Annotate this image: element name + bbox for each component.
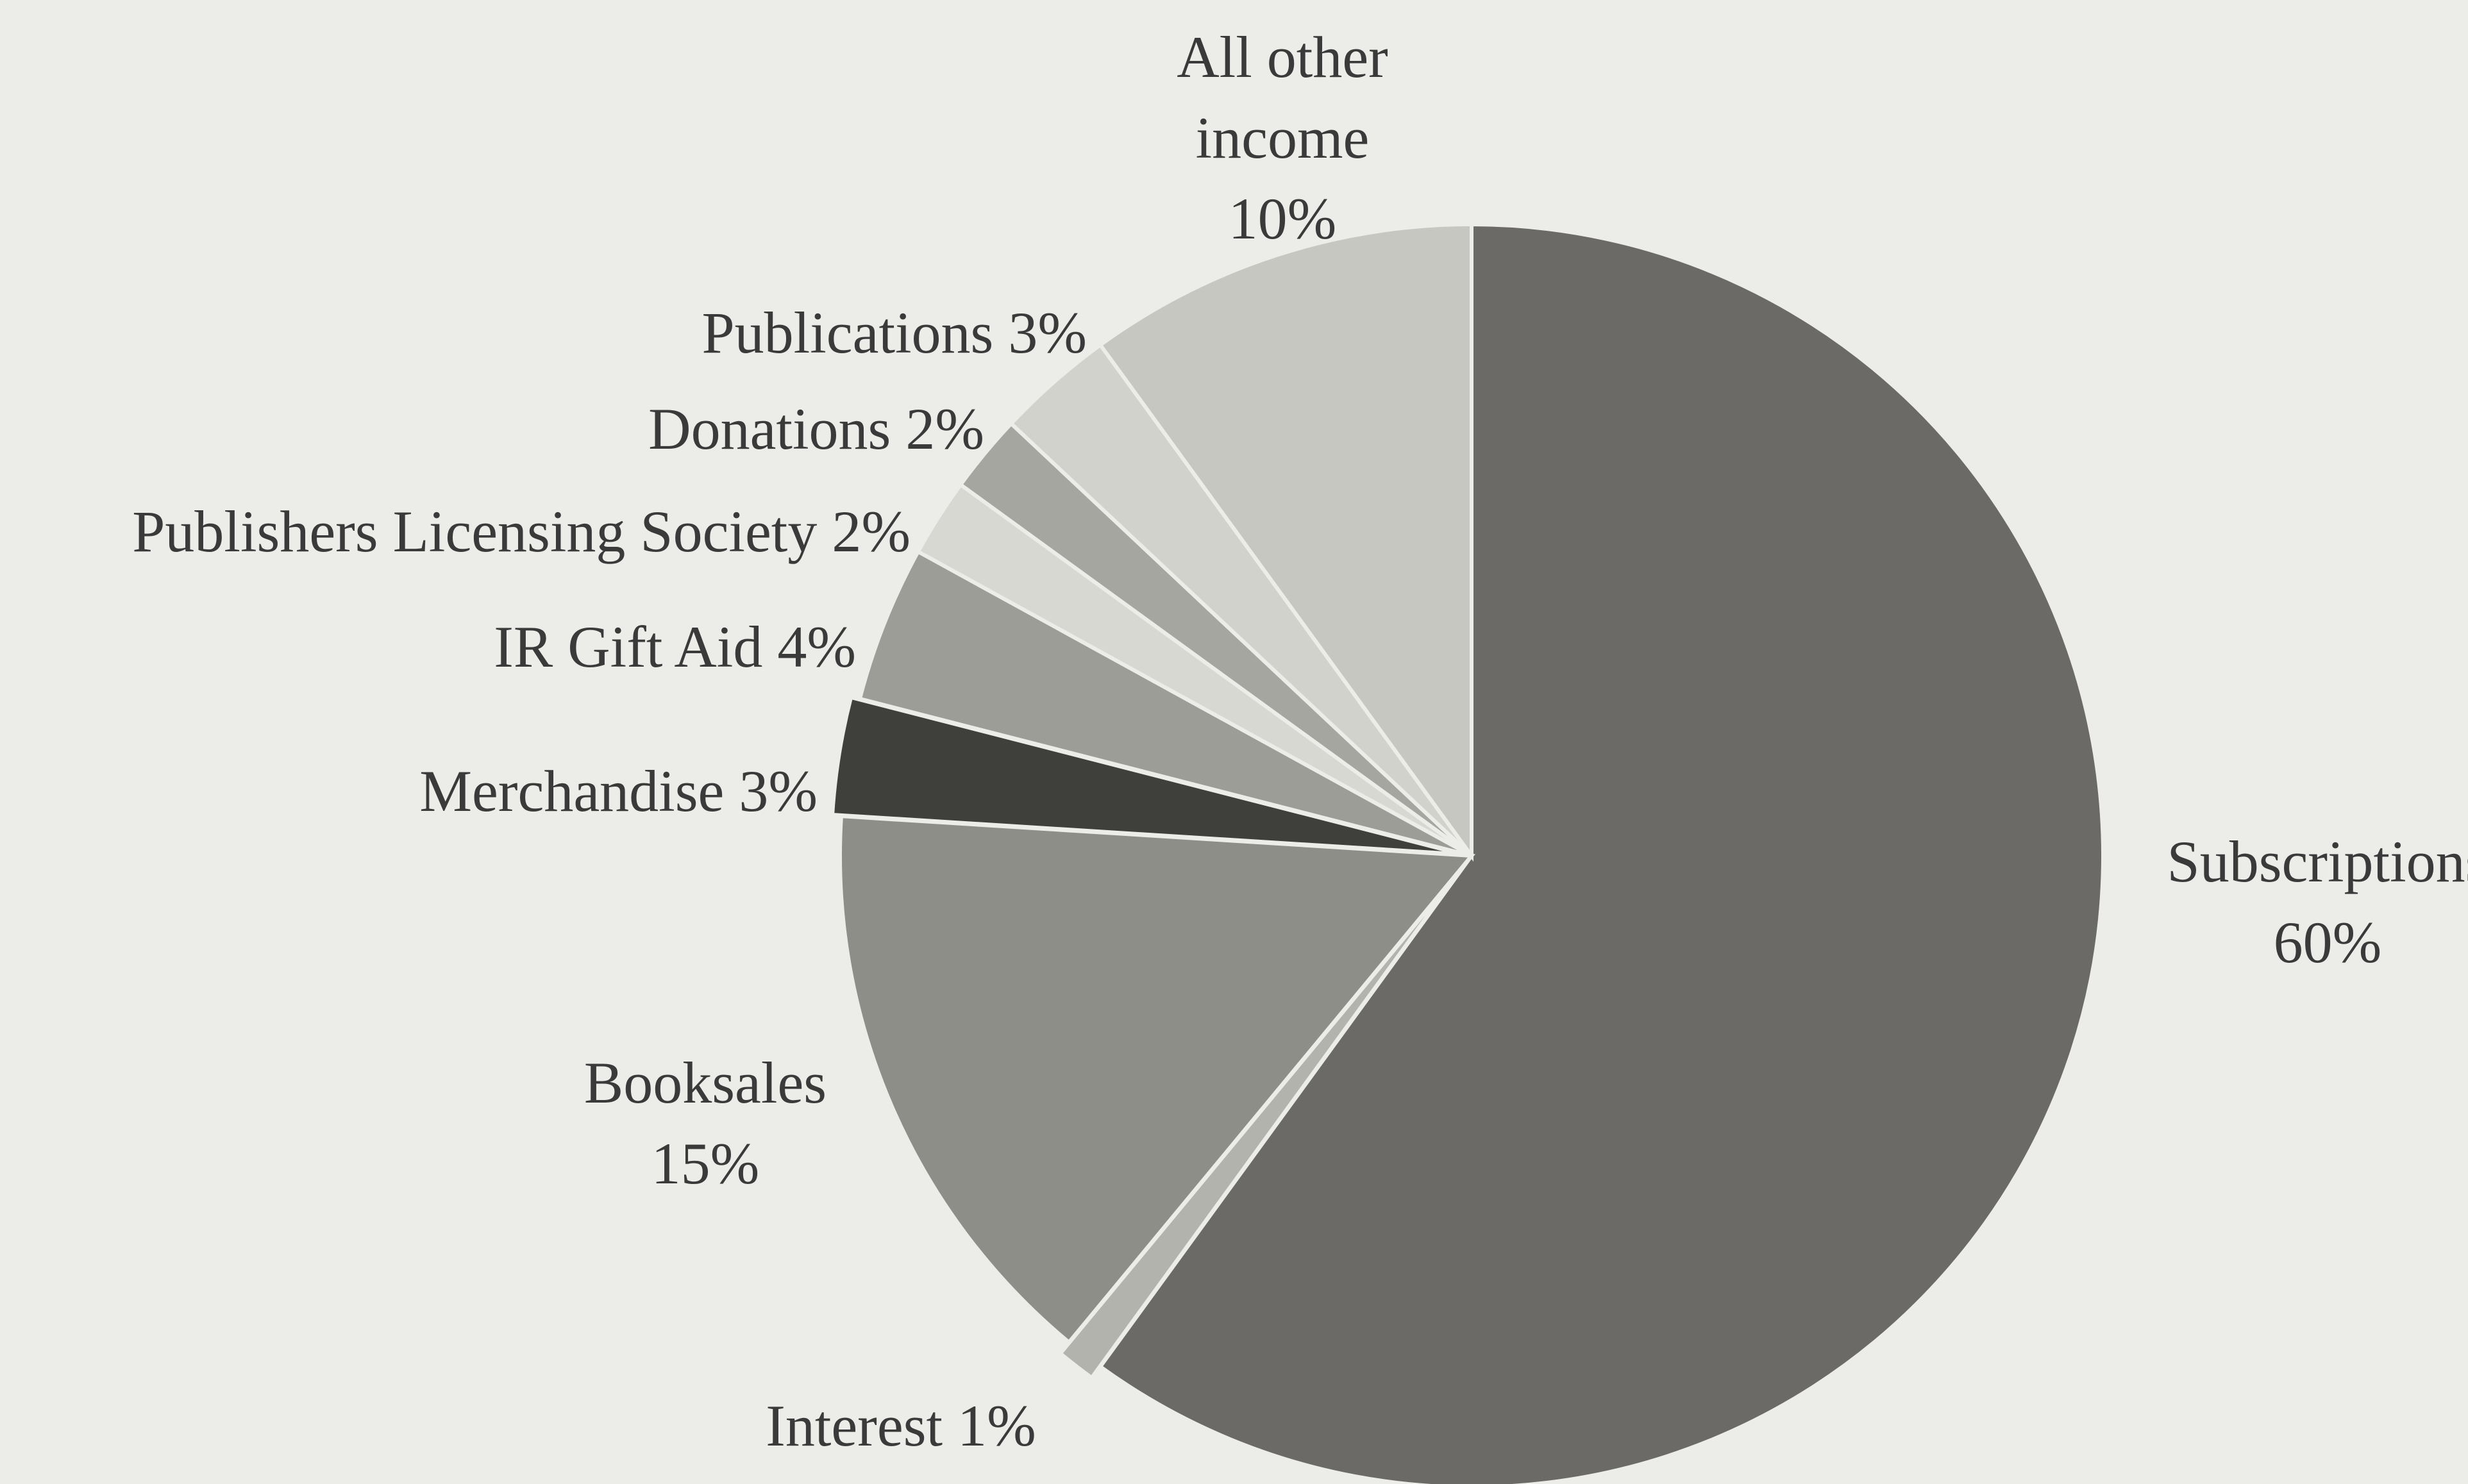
slice-label-line: Interest 1% bbox=[766, 1393, 1036, 1458]
slice-label-line: Merchandise 3% bbox=[419, 758, 818, 824]
pie-slice-interest bbox=[1057, 865, 1465, 1381]
slice-label-line: 10% bbox=[1229, 186, 1337, 251]
pie-labels: Subscriptions 60% Interest 1% Booksales 15% M… bbox=[132, 24, 2468, 1458]
slice-label-interest: Interest 1% bbox=[766, 1393, 1036, 1458]
slice-label-line: All other bbox=[1177, 24, 1388, 90]
slice-label-ir-gift-aid: IR Gift Aid 4% bbox=[494, 614, 856, 679]
pie-slice-subscriptions bbox=[1097, 222, 2105, 1484]
slice-label-line: income bbox=[1196, 105, 1370, 171]
slice-label-donations: Donations 2% bbox=[648, 396, 984, 462]
slice-label-all-other-income: All other income 10% bbox=[1177, 24, 1388, 251]
pie-slices bbox=[830, 222, 2105, 1484]
slice-label-line: 60% bbox=[2274, 910, 2382, 975]
slice-label-booksales: Booksales 15% bbox=[584, 1050, 827, 1196]
pie-slice-ir-gift-aid bbox=[857, 549, 1473, 858]
slice-label-line: Subscriptions bbox=[2167, 829, 2468, 894]
slice-label-subscriptions: Subscriptions 60% bbox=[2167, 829, 2468, 975]
slice-label-line: Publications 3% bbox=[701, 300, 1087, 365]
slice-label-publications: Publications 3% bbox=[701, 300, 1087, 365]
slice-label-line: IR Gift Aid 4% bbox=[494, 614, 856, 679]
pie-slice-merchandise bbox=[830, 695, 1463, 856]
slice-label-line: Publishers Licensing Society 2% bbox=[132, 499, 911, 564]
slice-label-line: 15% bbox=[651, 1131, 760, 1196]
slice-label-line: Booksales bbox=[584, 1050, 827, 1115]
slice-label-merchandise: Merchandise 3% bbox=[419, 758, 818, 824]
slice-label-publishers-licensing-society: Publishers Licensing Society 2% bbox=[132, 499, 911, 564]
pie-slice-all-other-income bbox=[1097, 222, 1473, 862]
slice-label-line: Donations 2% bbox=[648, 396, 984, 462]
pie-slice-booksales bbox=[838, 813, 1476, 1346]
